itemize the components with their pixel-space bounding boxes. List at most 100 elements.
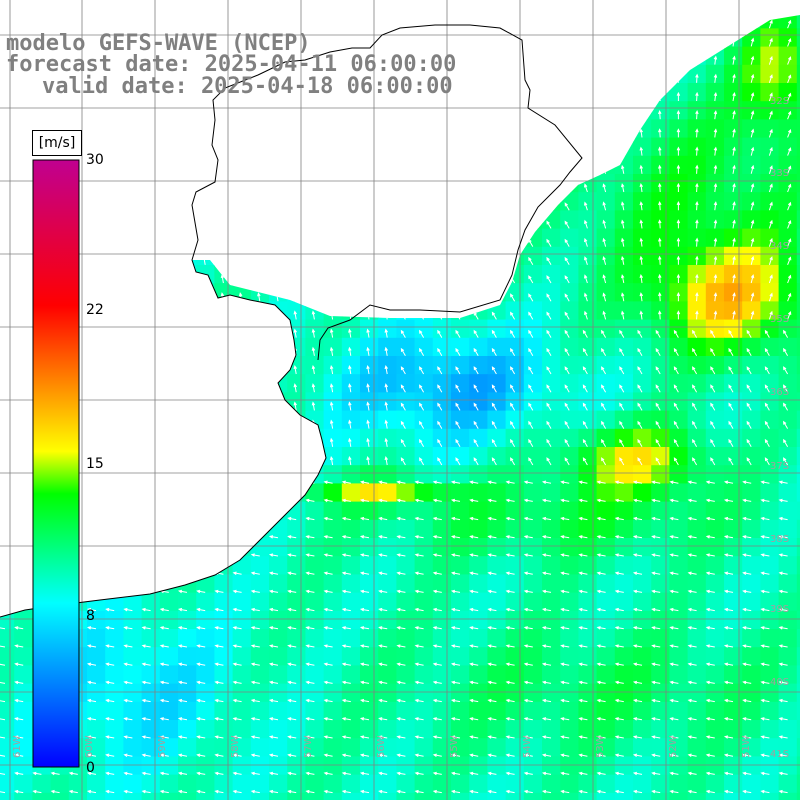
wind-arrow [275, 328, 279, 338]
wind-arrow [455, 184, 461, 193]
wind-cell [141, 501, 161, 521]
wind-cell [123, 792, 143, 800]
wind-arrow [378, 607, 388, 612]
wind-arrow [396, 789, 406, 794]
wind-arrow [778, 480, 788, 485]
wind-arrow [401, 3, 405, 10]
wind-cell [87, 574, 106, 594]
wind-arrow [20, 419, 25, 429]
wind-arrow [687, 607, 697, 612]
wind-arrow [86, 717, 97, 721]
wind-arrow [695, 128, 699, 138]
wind-arrow [584, 55, 588, 65]
wind-cell [232, 501, 252, 521]
wind-cell [705, 319, 725, 339]
wind-cell [378, 337, 397, 357]
wind-cell [396, 392, 416, 412]
wind-arrow [86, 607, 97, 612]
wind-arrow [602, 146, 607, 156]
wind-arrow [203, 2, 206, 10]
wind-cell [432, 792, 452, 800]
wind-cell [596, 265, 616, 284]
wind-cell [451, 483, 470, 503]
wind-arrow [123, 698, 133, 703]
wind-arrow [0, 480, 6, 485]
wind-arrow [546, 256, 552, 266]
wind-cell [651, 301, 670, 321]
wind-arrow [487, 626, 497, 630]
wind-arrow [400, 402, 406, 411]
wind-arrow [637, 420, 643, 429]
wind-cell [323, 174, 343, 193]
wind-cell [578, 192, 598, 211]
wind-cell [742, 83, 761, 102]
wind-cell [305, 0, 324, 11]
wind-cell [196, 701, 215, 721]
wind-cell [487, 28, 507, 48]
wind-arrow [505, 680, 515, 685]
wind-arrow [614, 607, 624, 612]
wind-arrow [196, 480, 206, 485]
wind-cell [323, 137, 343, 157]
wind-cell [378, 665, 397, 685]
wind-cell [323, 228, 343, 248]
wind-cell [250, 210, 270, 230]
wind-arrow [742, 589, 752, 594]
wind-cell [669, 301, 689, 321]
wind-cell [141, 192, 161, 211]
wind-cell [14, 265, 33, 284]
wind-arrow [184, 237, 188, 247]
wind-arrow [341, 589, 351, 594]
wind-cell [505, 410, 525, 430]
wind-arrow [123, 626, 133, 630]
wind-cell [87, 392, 106, 412]
wind-cell [542, 0, 561, 11]
wind-arrow [348, 219, 352, 229]
wind-cell [305, 246, 325, 266]
wind-cell [250, 392, 270, 412]
wind-arrow [20, 364, 25, 375]
wind-arrow [473, 420, 479, 429]
wind-arrow [167, 2, 170, 10]
wind-cell [159, 337, 179, 357]
wind-arrow [473, 20, 479, 29]
wind-cell [724, 392, 743, 412]
wind-cell [14, 501, 33, 521]
lon-label: 58W [230, 735, 241, 758]
wind-arrow [378, 789, 388, 794]
wind-arrow [305, 717, 315, 721]
wind-arrow [257, 146, 261, 156]
wind-cell [778, 410, 798, 430]
wind-cell [159, 246, 179, 266]
wind-cell [724, 356, 743, 375]
wind-cell [724, 756, 743, 776]
wind-arrow [687, 735, 697, 739]
wind-arrow [86, 516, 97, 521]
wind-arrow [20, 219, 25, 229]
wind-arrow [768, 219, 773, 229]
wind-arrow [93, 255, 97, 265]
wind-arrow [14, 480, 24, 485]
wind-arrow [676, 237, 681, 247]
wind-cell [432, 447, 452, 466]
wind-cell [742, 428, 761, 448]
wind-cell [633, 665, 652, 685]
wind-arrow [305, 735, 315, 739]
wind-arrow [238, 401, 243, 411]
wind-cell [178, 410, 197, 430]
wind-cell [323, 501, 343, 521]
wind-arrow [348, 237, 352, 247]
wind-arrow [93, 19, 97, 29]
wind-arrow [184, 273, 188, 284]
wind-cell [360, 428, 379, 448]
wind-arrow [20, 110, 25, 120]
wind-arrow [473, 402, 479, 411]
wind-arrow [596, 680, 606, 685]
wind-cell [305, 720, 325, 739]
wind-arrow [323, 626, 333, 630]
wind-cell [214, 356, 234, 375]
wind-cell [396, 665, 416, 685]
wind-arrow [419, 202, 425, 211]
wind-arrow [268, 662, 279, 667]
wind-cell [105, 519, 124, 539]
